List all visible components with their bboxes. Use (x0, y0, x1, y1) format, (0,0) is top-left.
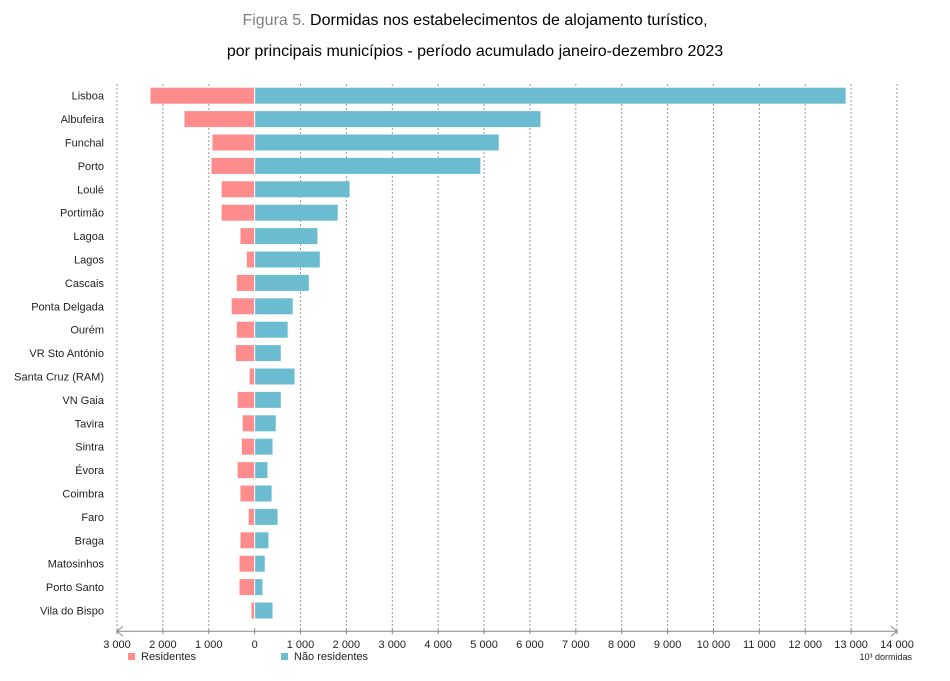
bar-nao-residentes (254, 345, 281, 362)
bar-nao-residentes (254, 602, 273, 619)
bar-residentes (236, 321, 255, 338)
bar-nao-residentes (254, 579, 263, 596)
bar-residentes (240, 485, 255, 502)
x-tick-label: 7 000 (562, 639, 590, 651)
x-tick-label: 6 000 (516, 639, 544, 651)
bar-residentes (237, 462, 255, 479)
category-label: Coimbra (62, 489, 104, 501)
category-label: Lagos (74, 255, 104, 267)
bar-residentes (212, 134, 255, 151)
bar-nao-residentes (254, 134, 499, 151)
bar-residentes (211, 157, 255, 174)
chart-title-line1: Figura 5. Dormidas nos estabelecimentos … (0, 12, 950, 30)
bar-nao-residentes (254, 485, 272, 502)
category-label: Lagoa (73, 231, 104, 243)
bar-nao-residentes (254, 462, 268, 479)
bar-nao-residentes (254, 251, 320, 268)
bar-nao-residentes (254, 157, 481, 174)
bar-residentes (246, 251, 255, 268)
x-tick-label: 1 000 (287, 639, 315, 651)
bar-nao-residentes (254, 321, 288, 338)
bar-residentes (251, 602, 255, 619)
category-label: Albufeira (61, 114, 105, 126)
bar-nao-residentes (254, 438, 273, 455)
category-label: Portimão (60, 208, 104, 220)
legend-label: Não residentes (294, 651, 368, 663)
category-label: Tavira (75, 418, 105, 430)
bar-residentes (248, 508, 255, 525)
x-tick-label: 2 000 (149, 639, 177, 651)
bar-nao-residentes (254, 228, 318, 245)
x-tick-label: 3 000 (103, 639, 131, 651)
bar-nao-residentes (254, 204, 338, 221)
bar-nao-residentes (254, 415, 276, 432)
bar-residentes (241, 438, 255, 455)
bar-residentes (242, 415, 255, 432)
bar-residentes (249, 368, 255, 385)
bar-nao-residentes (254, 368, 295, 385)
x-tick-label: 8 000 (608, 639, 636, 651)
bar-nao-residentes (254, 181, 350, 198)
x-tick-label: 11 000 (743, 639, 776, 651)
category-label: Matosinhos (48, 559, 105, 571)
category-label: Porto Santo (46, 582, 104, 594)
bar-residentes (239, 555, 255, 572)
axis-arrow-left (116, 625, 124, 637)
unit-label: 10³ dormidas (859, 652, 912, 662)
x-tick-label: 10 000 (697, 639, 731, 651)
bar-nao-residentes (254, 508, 278, 525)
x-tick-label: 9 000 (654, 639, 682, 651)
bar-residentes (239, 579, 255, 596)
bar-residentes (231, 298, 255, 315)
bar-residentes (184, 111, 255, 128)
category-label: VN Gaia (62, 395, 104, 407)
bar-nao-residentes (254, 111, 541, 128)
x-tick-label: 12 000 (788, 639, 822, 651)
bar-nao-residentes (254, 274, 309, 291)
bar-residentes (237, 391, 255, 408)
bar-residentes (240, 228, 255, 245)
bar-nao-residentes (254, 87, 846, 104)
category-label: VR Sto António (29, 348, 104, 360)
category-label: Cascais (65, 278, 105, 290)
bar-residentes (221, 181, 255, 198)
x-tick-label: 0 (252, 639, 258, 651)
bar-nao-residentes (254, 298, 293, 315)
bar-nao-residentes (254, 555, 265, 572)
x-tick-label: 5 000 (470, 639, 498, 651)
bar-residentes (235, 345, 255, 362)
bar-residentes (236, 274, 255, 291)
x-tick-label: 2 000 (333, 639, 361, 651)
category-label: Faro (81, 512, 104, 524)
category-label: Ponta Delgada (31, 301, 105, 313)
bar-nao-residentes (254, 391, 281, 408)
x-tick-label: 3 000 (379, 639, 407, 651)
legend-swatch (281, 653, 288, 660)
category-label: Braga (75, 535, 105, 547)
x-tick-label: 14 000 (880, 639, 914, 651)
x-tick-label: 1 000 (195, 639, 223, 651)
category-label: Sintra (75, 442, 105, 454)
bar-residentes (240, 532, 255, 549)
bar-residentes (221, 204, 255, 221)
category-label: Porto (78, 161, 104, 173)
bar-residentes (150, 87, 255, 104)
chart-title-line2: por principais municípios - período acum… (226, 43, 724, 60)
title-text: Dormidas nos estabelecimentos de alojame… (310, 12, 708, 29)
category-label: Loulé (77, 184, 104, 196)
legend-label: Residentes (141, 651, 197, 663)
legend-swatch (128, 653, 135, 660)
axis-arrow-right (890, 625, 898, 637)
category-label: Lisboa (72, 91, 105, 103)
bar-nao-residentes (254, 532, 269, 549)
x-tick-label: 4 000 (424, 639, 452, 651)
category-label: Ourém (70, 325, 104, 337)
x-tick-label: 13 000 (834, 639, 868, 651)
figure-number: Figura 5. (242, 12, 306, 29)
category-label: Santa Cruz (RAM) (14, 372, 104, 384)
category-label: Funchal (65, 138, 104, 150)
category-label: Évora (75, 464, 105, 477)
category-label: Vila do Bispo (40, 606, 104, 618)
